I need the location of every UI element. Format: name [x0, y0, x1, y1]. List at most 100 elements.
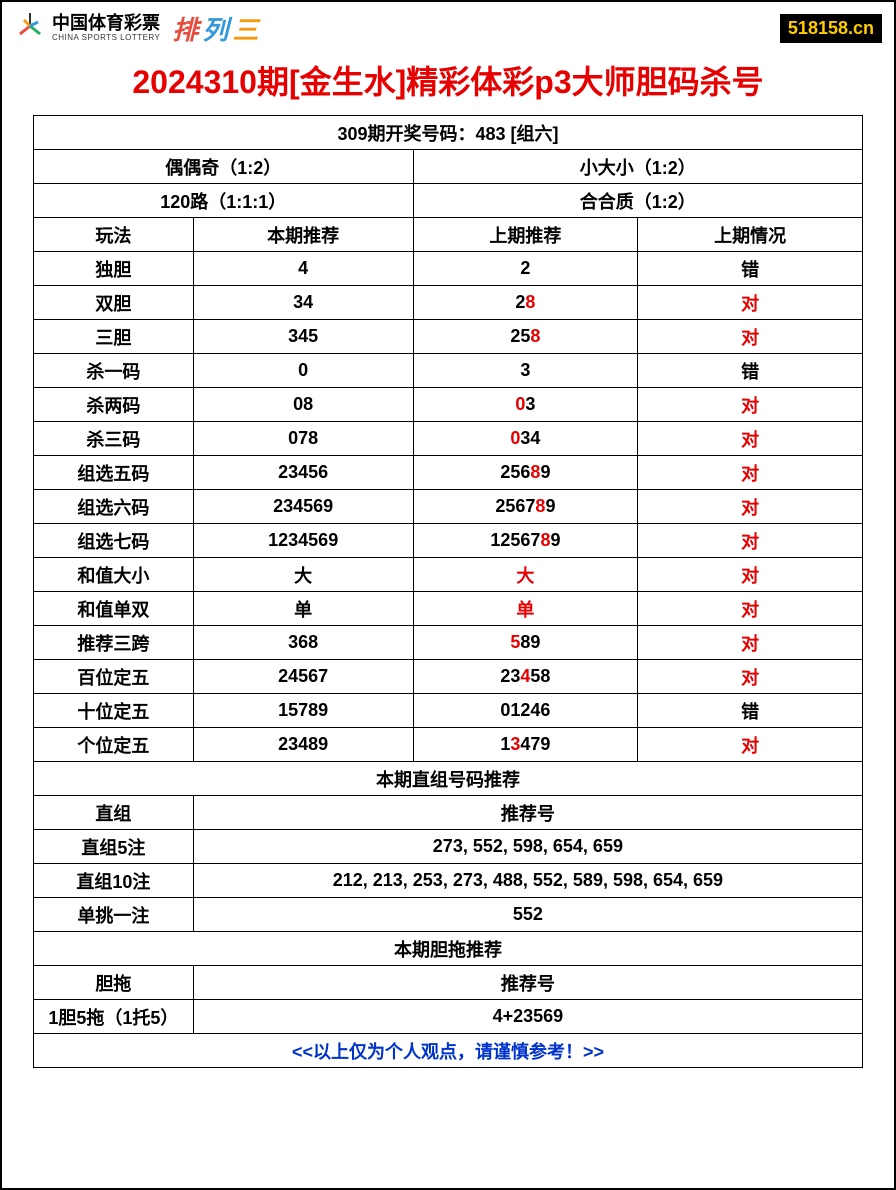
site-badge: 518158.cn [780, 14, 882, 43]
row-current: 078 [193, 422, 413, 456]
row-previous: 01246 [413, 694, 638, 728]
row-previous: 2 [413, 252, 638, 286]
row-current: 单 [193, 592, 413, 626]
row-current: 23456 [193, 456, 413, 490]
row-previous: 13479 [413, 728, 638, 762]
col-header: 上期推荐 [413, 218, 638, 252]
row-previous: 03 [413, 388, 638, 422]
row-previous: 034 [413, 422, 638, 456]
logo-text: 中国体育彩票 CHINA SPORTS LOTTERY [52, 14, 160, 43]
row-previous: 589 [413, 626, 638, 660]
row-name: 和值单双 [34, 592, 194, 626]
logo-cn: 中国体育彩票 [52, 14, 160, 34]
row-name: 直组5注 [34, 830, 194, 864]
row-current: 234569 [193, 490, 413, 524]
table-row: 直组5注273, 552, 598, 654, 659 [34, 830, 863, 864]
table-row: 1胆5拖（1托5）4+23569 [34, 1000, 863, 1034]
row-status: 对 [638, 388, 863, 422]
logo-en: CHINA SPORTS LOTTERY [52, 34, 160, 43]
section2-title-row: 本期直组号码推荐 [34, 762, 863, 796]
result-line: 309期开奖号码：483 [组六] [34, 116, 863, 150]
header: 中国体育彩票 CHINA SPORTS LOTTERY 排 列 三 518158… [2, 2, 894, 51]
row-current: 08 [193, 388, 413, 422]
row-status: 对 [638, 456, 863, 490]
row-name: 十位定五 [34, 694, 194, 728]
row-status: 错 [638, 354, 863, 388]
section3-title-row: 本期胆拖推荐 [34, 932, 863, 966]
row-current: 1234569 [193, 524, 413, 558]
col-header: 推荐号 [193, 966, 862, 1000]
table-row: 单挑一注552 [34, 898, 863, 932]
row-value: 552 [193, 898, 862, 932]
section3-header-row: 胆拖 推荐号 [34, 966, 863, 1000]
row-current: 34 [193, 286, 413, 320]
col-header: 玩法 [34, 218, 194, 252]
table-row: 和值大小大大对 [34, 558, 863, 592]
row-name: 杀两码 [34, 388, 194, 422]
row-name: 和值大小 [34, 558, 194, 592]
col-header: 直组 [34, 796, 194, 830]
row-value: 273, 552, 598, 654, 659 [193, 830, 862, 864]
row-current: 大 [193, 558, 413, 592]
row-status: 错 [638, 252, 863, 286]
row-name: 组选五码 [34, 456, 194, 490]
footer-note: <<以上仅为个人观点，请谨慎参考！>> [34, 1034, 863, 1068]
table-row: 十位定五1578901246错 [34, 694, 863, 728]
table-row: 直组10注212, 213, 253, 273, 488, 552, 589, … [34, 864, 863, 898]
game-name: 排 列 三 [170, 10, 260, 47]
row-current: 15789 [193, 694, 413, 728]
row-current: 0 [193, 354, 413, 388]
row-name: 1胆5拖（1托5） [34, 1000, 194, 1034]
row-name: 组选六码 [34, 490, 194, 524]
meta-row-2: 120路（1:1:1） 合合质（1:2） [34, 184, 863, 218]
row-value: 4+23569 [193, 1000, 862, 1034]
row-name: 双胆 [34, 286, 194, 320]
row-previous: 1256789 [413, 524, 638, 558]
section2-header-row: 直组 推荐号 [34, 796, 863, 830]
table-row: 和值单双单单对 [34, 592, 863, 626]
row-status: 对 [638, 320, 863, 354]
row-previous: 23458 [413, 660, 638, 694]
row-previous: 3 [413, 354, 638, 388]
row-previous: 256789 [413, 490, 638, 524]
lottery-logo-icon [14, 10, 46, 47]
row-current: 23489 [193, 728, 413, 762]
table-row: 三胆345258对 [34, 320, 863, 354]
column-header-row: 玩法 本期推荐 上期推荐 上期情况 [34, 218, 863, 252]
row-current: 4 [193, 252, 413, 286]
row-status: 对 [638, 592, 863, 626]
table-row: 杀一码03错 [34, 354, 863, 388]
main-table: 309期开奖号码：483 [组六] 偶偶奇（1:2） 小大小（1:2） 120路… [33, 115, 863, 1068]
meta-right: 合合质（1:2） [413, 184, 862, 218]
row-name: 直组10注 [34, 864, 194, 898]
row-current: 24567 [193, 660, 413, 694]
row-status: 对 [638, 660, 863, 694]
col-header: 本期推荐 [193, 218, 413, 252]
col-header: 上期情况 [638, 218, 863, 252]
page-title: 2024310期[金生水]精彩体彩p3大师胆码杀号 [2, 51, 894, 115]
meta-left: 120路（1:1:1） [34, 184, 414, 218]
game-char-1: 排 [170, 10, 200, 47]
footer-row: <<以上仅为个人观点，请谨慎参考！>> [34, 1034, 863, 1068]
meta-left: 偶偶奇（1:2） [34, 150, 414, 184]
table-row: 组选六码234569256789对 [34, 490, 863, 524]
row-previous: 单 [413, 592, 638, 626]
row-name: 杀一码 [34, 354, 194, 388]
row-status: 对 [638, 728, 863, 762]
row-status: 对 [638, 490, 863, 524]
row-status: 对 [638, 558, 863, 592]
row-name: 杀三码 [34, 422, 194, 456]
table-row: 推荐三跨368589对 [34, 626, 863, 660]
row-status: 对 [638, 286, 863, 320]
row-status: 对 [638, 626, 863, 660]
row-previous: 258 [413, 320, 638, 354]
table-row: 组选七码12345691256789对 [34, 524, 863, 558]
logo-area: 中国体育彩票 CHINA SPORTS LOTTERY 排 列 三 [14, 10, 260, 47]
section-title: 本期直组号码推荐 [34, 762, 863, 796]
table-row: 杀两码0803对 [34, 388, 863, 422]
game-char-2: 列 [200, 10, 230, 47]
row-current: 368 [193, 626, 413, 660]
table-row: 个位定五2348913479对 [34, 728, 863, 762]
col-header: 推荐号 [193, 796, 862, 830]
row-name: 组选七码 [34, 524, 194, 558]
